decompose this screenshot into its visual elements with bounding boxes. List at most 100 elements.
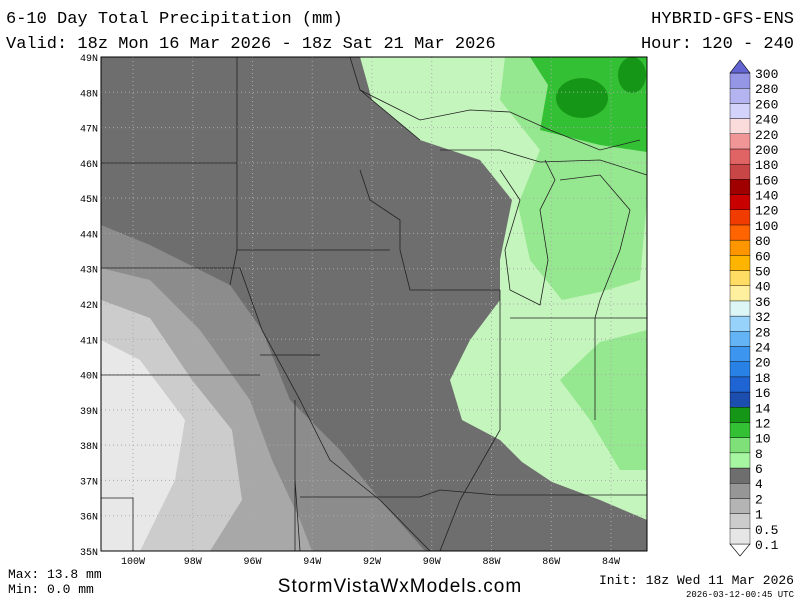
lon-label: 96W	[243, 557, 261, 568]
legend-swatch	[729, 133, 751, 150]
legend-swatch	[729, 255, 751, 271]
legend-label: 6	[755, 462, 763, 477]
graticule	[101, 57, 647, 551]
field-darkgreen	[556, 78, 608, 118]
lat-label: 35N	[80, 548, 98, 559]
legend-label: 120	[755, 204, 778, 219]
legend-swatch	[729, 179, 751, 195]
model-name: HYBRID-GFS-ENS	[651, 10, 794, 29]
axis-labels: 49N 48N 47N 46N 45N 44N 43N 42N 41N 40N 39N 38N 37N 3…	[80, 54, 620, 568]
lat-label: 48N	[80, 89, 98, 100]
legend-swatch	[729, 422, 751, 438]
legend-label: 40	[755, 280, 771, 295]
legend-swatch	[729, 346, 751, 362]
max-value: Max: 13.8 mm	[8, 567, 102, 582]
legend-swatch	[729, 300, 751, 317]
field-darkgreen	[618, 57, 646, 93]
michigan-shore	[559, 174, 631, 319]
boundaries	[101, 57, 647, 551]
legend-swatch	[729, 148, 751, 165]
legend-label: 160	[755, 173, 778, 188]
legend-label: 0.5	[755, 523, 778, 538]
legend-label: 0.1	[755, 538, 779, 553]
legend-label: 300	[755, 67, 778, 82]
lat-label: 38N	[80, 442, 98, 453]
lat-label: 40N	[80, 372, 98, 383]
lon-label: 90W	[423, 557, 441, 568]
map-field	[101, 57, 647, 551]
legend-swatch	[729, 118, 751, 134]
legend-swatch	[729, 452, 751, 469]
legend-swatch	[729, 391, 751, 408]
legend-swatch	[729, 239, 751, 256]
legend-label: 10	[755, 432, 771, 447]
lon-label: 88W	[482, 557, 500, 568]
legend-label: 24	[755, 340, 771, 355]
legend-swatch	[729, 513, 751, 530]
legend-label: 36	[755, 295, 771, 310]
min-value: Min: 0.0 mm	[8, 582, 94, 597]
legend-swatch	[729, 194, 751, 210]
legend-label: 80	[755, 234, 771, 249]
legend-swatch	[729, 224, 751, 241]
lat-label: 49N	[80, 54, 98, 65]
legend-swatch	[729, 285, 751, 302]
lake-michigan	[499, 159, 556, 306]
border-line	[101, 57, 431, 551]
legend-label: 180	[755, 158, 778, 173]
legend-swatch	[729, 376, 751, 393]
lat-label: 42N	[80, 301, 98, 312]
title: 6-10 Day Total Precipitation (mm)	[6, 10, 343, 29]
lat-label: 41N	[80, 336, 98, 347]
legend-swatch	[729, 270, 751, 286]
legend-swatch	[729, 467, 751, 484]
legend-label: 28	[755, 325, 771, 340]
legend-label: 20	[755, 356, 771, 371]
map-frame	[100, 56, 648, 552]
lon-label: 86W	[542, 557, 560, 568]
legend-swatch	[729, 437, 751, 454]
legend-swatch	[729, 103, 751, 119]
legend-label: 140	[755, 189, 778, 204]
timestamp: 2026-03-12-00:45 UTC	[686, 590, 795, 600]
legend-label: 280	[755, 82, 778, 97]
lon-label: 84W	[602, 557, 620, 568]
legend-swatch	[729, 87, 751, 104]
legend-swatch	[729, 483, 751, 499]
legend-swatch	[729, 407, 751, 423]
lat-label: 39N	[80, 407, 98, 418]
lat-label: 37N	[80, 477, 98, 488]
legend-label: 50	[755, 265, 771, 280]
legend-label: 12	[755, 416, 771, 431]
lat-label: 46N	[80, 160, 98, 171]
lon-label: 100W	[121, 557, 145, 568]
lon-label: 92W	[363, 557, 381, 568]
legend-label: 2	[755, 492, 763, 507]
init-time: Init: 18z Wed 11 Mar 2026	[599, 573, 794, 588]
color-legend: 0.10.51246810121416182024283236405060801…	[729, 59, 779, 557]
legend-label: 16	[755, 386, 771, 401]
lake-superior	[359, 89, 647, 176]
legend-swatch	[729, 209, 751, 226]
legend-label: 8	[755, 447, 763, 462]
lat-label: 43N	[80, 266, 98, 277]
legend-label: 200	[755, 143, 778, 158]
border-line	[101, 354, 647, 551]
field-green-south	[560, 330, 647, 470]
lon-label: 98W	[184, 557, 202, 568]
legend-label: 260	[755, 97, 778, 112]
legend-label: 100	[755, 219, 778, 234]
lat-label: 44N	[80, 230, 98, 241]
legend-triangle	[729, 543, 751, 557]
legend-triangle	[729, 59, 751, 74]
legend-swatch	[729, 528, 751, 545]
legend-label: 4	[755, 477, 763, 492]
legend-label: 1	[755, 508, 763, 523]
legend-label: 60	[755, 249, 771, 264]
legend-swatch	[729, 361, 751, 378]
forecast-hour: Hour: 120 - 240	[641, 35, 794, 54]
legend-label: 240	[755, 113, 778, 128]
lat-label: 47N	[80, 125, 98, 136]
